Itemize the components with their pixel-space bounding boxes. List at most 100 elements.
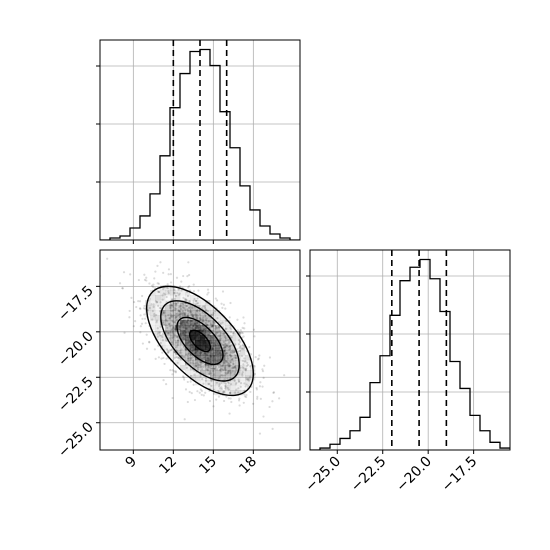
scatter-point: [183, 312, 186, 315]
density-cell: [150, 305, 156, 311]
scatter-point: [177, 328, 180, 331]
scatter-point: [170, 324, 174, 327]
scatter-point: [152, 305, 155, 308]
scatter-point: [200, 368, 204, 371]
density-cell: [195, 325, 201, 331]
scatter-point: [159, 261, 162, 264]
scatter-point: [199, 313, 202, 316]
density-cell: [200, 315, 206, 321]
density-cell: [185, 325, 191, 331]
density-cell: [230, 330, 235, 335]
scatter-point: [182, 296, 185, 299]
scatter-point: [218, 375, 221, 378]
scatter-point: [198, 309, 201, 312]
scatter-point: [230, 344, 233, 347]
density-cell: [210, 305, 216, 311]
scatter-point: [237, 350, 240, 353]
scatter-point: [235, 381, 238, 385]
density-cell: [195, 315, 201, 321]
contour-line: [145, 285, 255, 397]
scatter-point: [230, 336, 233, 339]
scatter-point: [161, 336, 164, 339]
scatter-point: [176, 356, 179, 359]
scatter-point: [180, 312, 183, 315]
scatter-point: [240, 354, 243, 358]
scatter-point: [156, 335, 160, 338]
scatter-point: [238, 404, 241, 407]
scatter-point: [193, 313, 196, 316]
contour-line: [176, 316, 224, 366]
scatter-point: [139, 300, 142, 303]
scatter-point: [211, 324, 214, 327]
scatter-point: [170, 328, 174, 331]
scatter-point: [170, 304, 173, 307]
scatter-point: [224, 384, 227, 388]
scatter-point: [210, 341, 213, 344]
density-cell: [235, 350, 241, 356]
scatter-point: [134, 320, 137, 323]
scatter-point: [188, 306, 191, 309]
scatter-point: [229, 347, 232, 351]
scatter-point: [184, 327, 187, 330]
scatter-point: [196, 308, 199, 312]
scatter-point: [132, 325, 135, 328]
scatter-point: [217, 334, 220, 337]
density-cell: [220, 340, 226, 346]
scatter-point: [204, 318, 208, 322]
scatter-point: [195, 302, 198, 305]
scatter-point: [242, 335, 245, 338]
scatter-point: [202, 353, 205, 356]
scatter-point: [228, 365, 231, 368]
scatter-point: [242, 401, 245, 404]
joint-density-panel: 9 12 15 18−17.5−20.0−22.5−25.0: [55, 249, 301, 477]
scatter-point: [121, 287, 124, 290]
scatter-point: [186, 274, 189, 278]
scatter-point: [215, 325, 218, 329]
scatter-point: [243, 357, 246, 360]
scatter-point: [195, 351, 198, 354]
scatter-point: [212, 388, 216, 391]
density-cell: [220, 360, 226, 366]
scatter-point: [226, 361, 229, 364]
density-cell: [210, 370, 216, 376]
scatter-point: [215, 299, 219, 302]
scatter-point: [226, 377, 229, 380]
scatter-point: [225, 352, 228, 355]
density-cell: [210, 375, 216, 381]
scatter-point: [207, 357, 210, 360]
scatter-point: [189, 358, 192, 361]
scatter-point: [210, 344, 213, 348]
scatter-point: [226, 371, 229, 374]
density-cell: [185, 345, 191, 351]
scatter-point: [175, 341, 178, 344]
scatter-point: [186, 319, 190, 322]
scatter-point: [199, 365, 202, 368]
density-cell: [205, 380, 211, 386]
scatter-point: [252, 402, 255, 405]
density-cell: [185, 370, 191, 376]
scatter-point: [175, 315, 178, 319]
scatter-point: [262, 376, 265, 379]
density-cell: [190, 310, 196, 316]
scatter-point: [237, 391, 240, 394]
scatter-point: [202, 320, 205, 324]
scatter-point: [224, 360, 227, 363]
scatter-point: [145, 347, 149, 350]
density-cell: [225, 365, 231, 371]
scatter-point: [204, 307, 207, 310]
scatter-point: [223, 333, 226, 336]
scatter-point: [237, 343, 241, 346]
scatter-point: [186, 319, 189, 322]
scatter-point: [180, 354, 183, 357]
density-cell: [215, 365, 221, 371]
scatter-point: [204, 327, 208, 330]
density-cell: [250, 370, 256, 376]
scatter-point: [246, 361, 249, 364]
scatter-point: [199, 352, 202, 355]
scatter-point: [238, 345, 242, 348]
scatter-point: [204, 309, 208, 312]
density-cell: [215, 375, 221, 381]
scatter-point: [210, 346, 214, 349]
density-cell: [240, 370, 246, 376]
